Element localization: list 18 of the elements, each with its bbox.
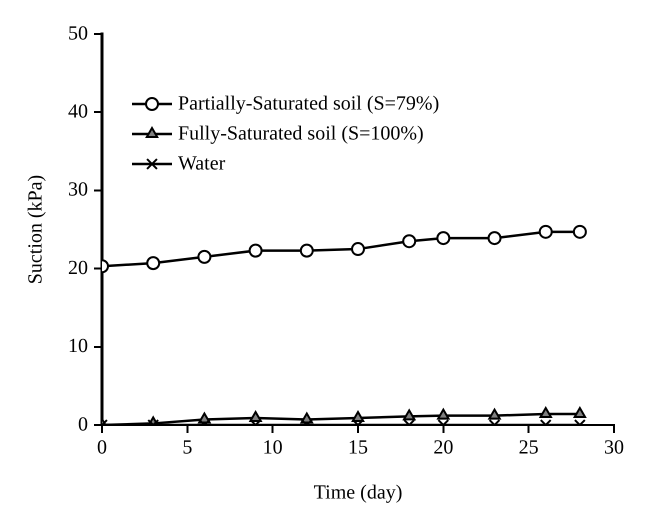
legend-label: Water [178, 152, 226, 174]
x-axis-title: Time (day) [314, 481, 402, 504]
x-tick-label: 20 [433, 436, 454, 458]
y-tick-label: 40 [68, 100, 88, 122]
legend-label: Partially-Saturated soil (S=79%) [178, 92, 440, 114]
y-tick-label: 50 [68, 22, 88, 44]
legend-label: Fully-Saturated soil (S=100%) [178, 122, 424, 144]
x-tick-label: 5 [182, 436, 192, 458]
y-tick-label: 20 [68, 256, 88, 279]
y-tick-label: 10 [68, 335, 88, 358]
y-tick-label: 0 [78, 413, 88, 436]
x-tick-label: 0 [97, 436, 107, 458]
x-tick-label: 15 [348, 436, 368, 458]
x-tick-label: 30 [604, 436, 624, 458]
x-tick-label: 25 [518, 436, 539, 458]
x-tick-label: 10 [262, 436, 283, 458]
y-tick-label: 30 [68, 178, 88, 201]
y-axis-title: Suction (kPa) [24, 174, 46, 284]
